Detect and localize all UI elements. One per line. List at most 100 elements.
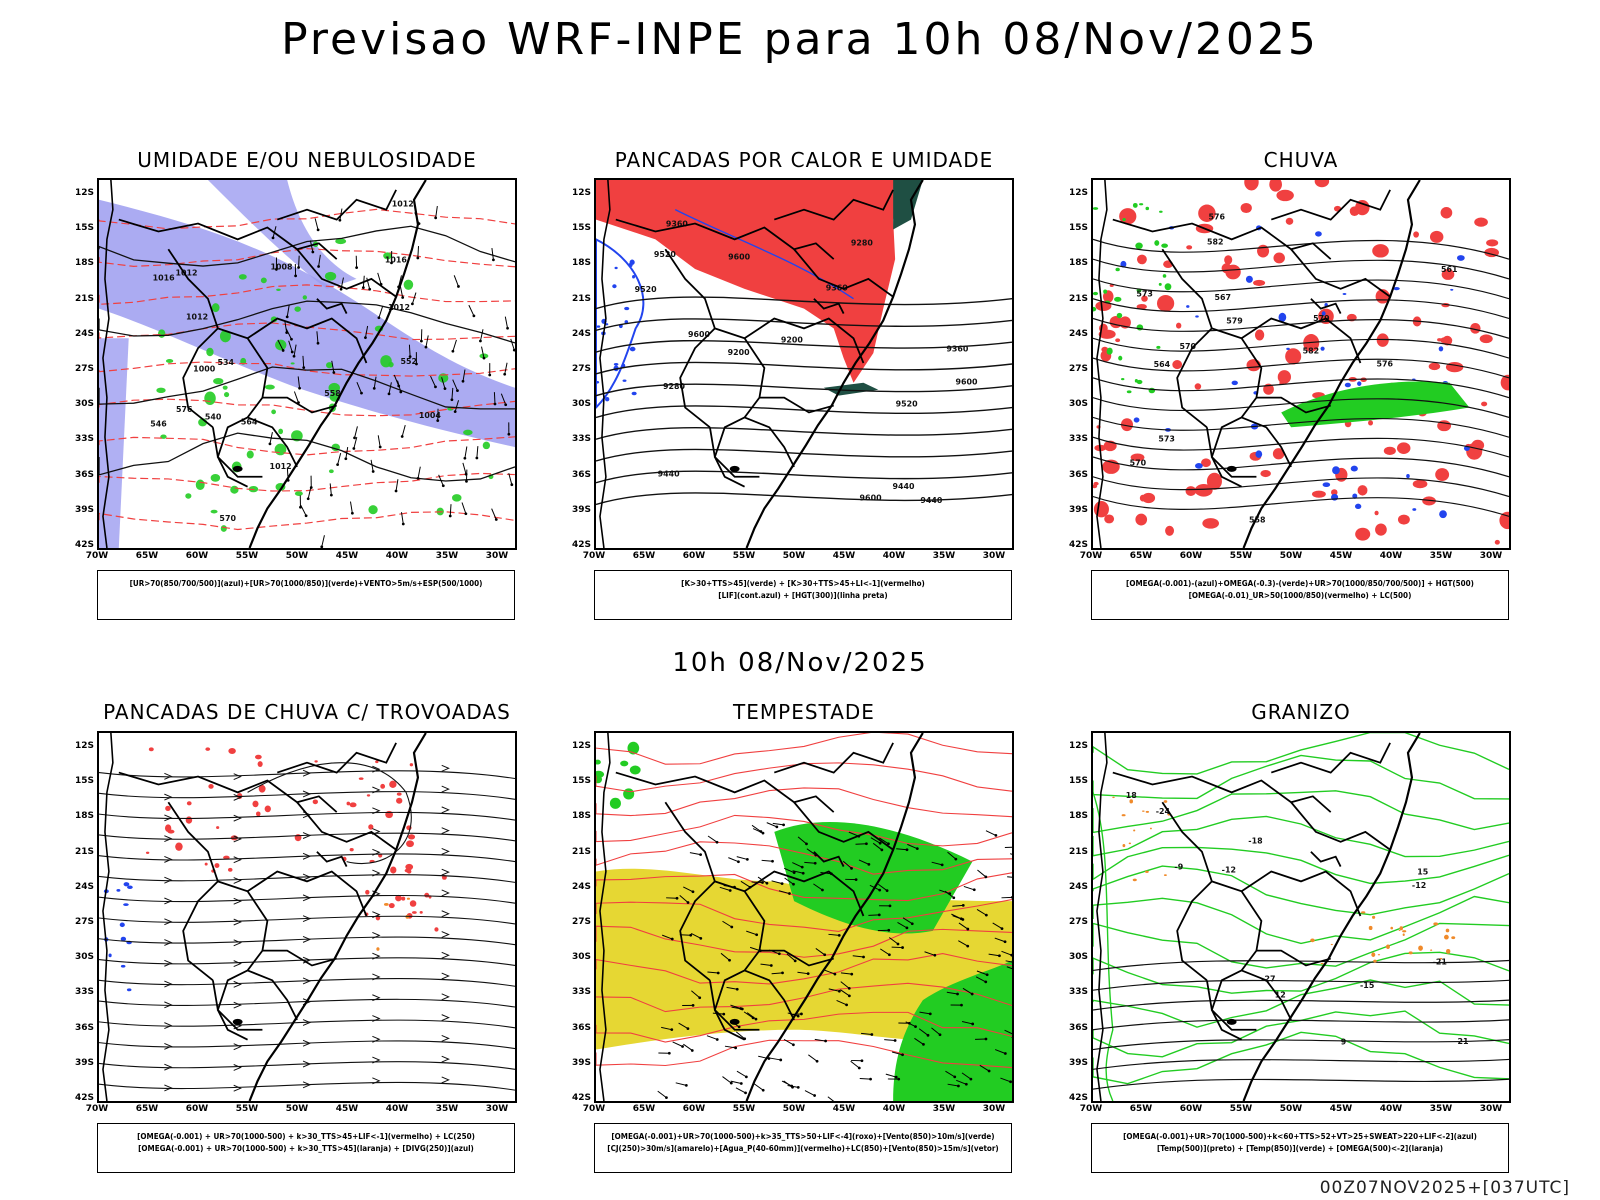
map-panel: 582 579 576 573 570 567 564 561 558 576 573 570 579 5… (1091, 178, 1511, 550)
legend-line: [OMEGA(-0.001)-(azul)+OMEGA(-0.3)-(verde… (1126, 579, 1474, 588)
contour-label: 1012 (388, 303, 410, 312)
contour-label: 534 (217, 358, 234, 367)
legend-box: [OMEGA(-0.001)-(azul)+OMEGA(-0.3)-(verde… (1091, 570, 1509, 620)
longitude-label: 50W (782, 1104, 806, 1114)
longitude-label: 65W (1129, 1104, 1153, 1114)
longitude-label: 70W (582, 1104, 606, 1114)
latitude-label: 30S (74, 952, 94, 963)
map-panel (594, 731, 1014, 1103)
contour-label: 9600 (688, 330, 711, 339)
contour-label: 540 (205, 412, 222, 421)
longitude-label: 50W (1279, 1104, 1303, 1114)
latitude-label: 12S (74, 188, 94, 198)
map-canvas: 582 579 576 573 570 567 564 561 558 576 573 570 579 5… (1093, 180, 1509, 548)
contour-label: 15 (1417, 867, 1428, 876)
contour-label: 576 (176, 405, 193, 414)
latitude-label: 36S (1068, 1022, 1088, 1033)
contour-label: -12 (1222, 866, 1236, 875)
contour-label: 1012 (392, 200, 414, 209)
latitude-label: 27S (571, 917, 591, 927)
contour-label: 561 (1441, 265, 1458, 274)
latitude-label: 15S (74, 223, 94, 234)
legend-line: [CJ(250)>30m/s](amarelo)+[Agua_P(40-60mm… (607, 1144, 999, 1153)
legend-line: [K>30+TTS>45](verde) + [K>30+TTS>45+LI<-… (681, 579, 925, 588)
latitude-label: 18S (74, 811, 94, 822)
contour-label: 9280 (851, 238, 874, 247)
longitude-label: 50W (1279, 551, 1303, 561)
contour-label: 21 (1457, 1037, 1468, 1046)
latitude-label: 12S (1068, 741, 1088, 751)
longitude-label: 30W (1479, 551, 1503, 561)
longitude-label: 65W (135, 551, 159, 561)
latitude-label: 39S (571, 504, 591, 515)
contour-label: 579 (1313, 314, 1330, 323)
contour-label: 582 (1207, 238, 1224, 247)
contour-label: 9200 (781, 336, 804, 345)
map-canvas: -12 -15 -18 -21 -24 -27 -9 -12 15 18 21 12 9 (1093, 733, 1509, 1101)
latitude-label: 30S (571, 399, 591, 410)
longitude-label: 30W (982, 551, 1006, 561)
contour-label: 567 (1215, 293, 1232, 302)
longitude-label: 35W (435, 551, 459, 561)
panel-title: UMIDADE E/OU NEBULOSIDADE (137, 148, 477, 172)
contour-label: 1000 (193, 365, 216, 374)
latitude-label: 18S (1068, 811, 1088, 822)
legend-line: [OMEGA(-0.001)+UR>70(1000-500)+k<60+TTS>… (1123, 1132, 1477, 1141)
legend-box: [K>30+TTS>45](verde) + [K>30+TTS>45+LI<-… (594, 570, 1012, 620)
longitude-label: 35W (435, 1104, 459, 1114)
contour-label: 1004 (419, 411, 442, 420)
contour-label: 582 (1303, 347, 1320, 356)
legend-line: [UR>70(850/700/500)](azul)+[UR>70(1000/8… (129, 579, 483, 588)
latitude-label: 36S (571, 469, 591, 480)
latitude-label: 24S (1068, 881, 1088, 892)
latitude-label: 27S (1068, 364, 1088, 374)
contour-label: 1012 (186, 312, 208, 321)
contour-label: 570 (1130, 458, 1147, 467)
longitude-label: 60W (185, 551, 209, 561)
contour-label: 576 (1376, 359, 1393, 368)
latitude-label: 21S (74, 293, 94, 304)
contour-label: 9440 (893, 482, 916, 491)
latitude-label: 42S (1068, 540, 1088, 550)
longitude-label: 65W (135, 1104, 159, 1114)
latitude-label: 42S (571, 540, 591, 550)
contour-label: 579 (1226, 317, 1243, 326)
contour-label: 1008 (270, 263, 293, 272)
latitude-label: 21S (571, 846, 591, 857)
longitude-label: 40W (385, 551, 409, 561)
contour-label: 558 (1249, 515, 1266, 524)
contour-label: 9360 (826, 283, 849, 292)
longitude-label: 45W (1329, 551, 1353, 561)
longitude-label: 60W (1179, 1104, 1203, 1114)
latitude-label: 27S (1068, 917, 1088, 927)
longitude-label: 35W (1429, 1104, 1453, 1114)
longitude-label: 55W (1229, 1104, 1253, 1114)
latitude-label: 30S (1068, 399, 1088, 410)
longitude-label: 65W (632, 1104, 656, 1114)
latitude-label: 30S (571, 952, 591, 963)
latitude-label: 33S (571, 434, 591, 445)
latitude-label: 15S (571, 776, 591, 787)
latitude-label: 24S (74, 881, 94, 892)
contour-label: 9200 (728, 348, 751, 357)
longitude-label: 45W (335, 551, 359, 561)
map-canvas (99, 733, 515, 1101)
contour-label: 9600 (728, 252, 751, 261)
latitude-label: 33S (571, 987, 591, 998)
latitude-label: 42S (74, 540, 94, 550)
latitude-label: 21S (1068, 293, 1088, 304)
contour-label: -24 (1156, 807, 1171, 816)
longitude-label: 70W (582, 551, 606, 561)
latitude-label: 24S (1068, 328, 1088, 339)
longitude-label: 50W (285, 551, 309, 561)
latitude-label: 15S (571, 223, 591, 234)
contour-label: 558 (324, 389, 341, 398)
map-panel: -12 -15 -18 -21 -24 -27 -9 -12 15 18 21 12 9 (1091, 731, 1511, 1103)
contour-label: -9 (1174, 863, 1183, 872)
longitude-label: 30W (982, 1104, 1006, 1114)
legend-line: [LIF](cont.azul) + [HGT(300)](linha pret… (718, 591, 888, 600)
longitude-label: 70W (85, 1104, 109, 1114)
panel-title: CHUVA (1263, 148, 1339, 172)
legend-box: [OMEGA(-0.001)+UR>70(1000-500)+k<60+TTS>… (1091, 1123, 1509, 1173)
latitude-label: 27S (74, 917, 94, 927)
